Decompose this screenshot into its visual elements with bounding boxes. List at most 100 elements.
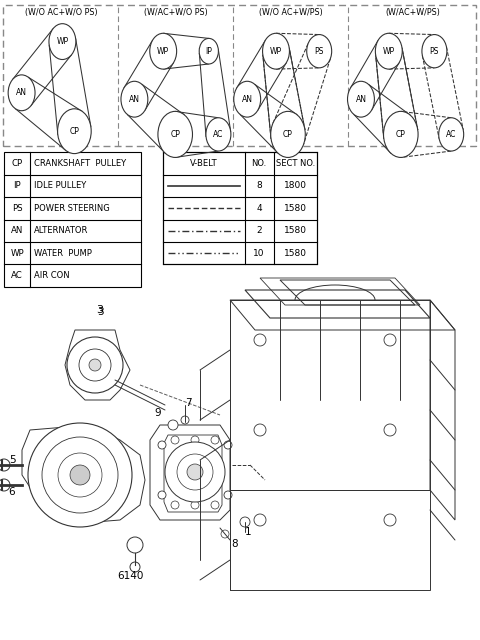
Circle shape (0, 459, 10, 471)
Text: 1580: 1580 (284, 226, 307, 236)
Circle shape (254, 334, 266, 346)
Circle shape (439, 118, 464, 151)
Circle shape (348, 81, 374, 117)
Text: PS: PS (12, 204, 23, 213)
Circle shape (150, 33, 177, 69)
Text: 5: 5 (9, 455, 15, 465)
Text: 6140: 6140 (117, 571, 143, 581)
Text: 1: 1 (245, 527, 252, 537)
Circle shape (384, 424, 396, 436)
Circle shape (384, 514, 396, 526)
Bar (4, 152, 141, 287)
Circle shape (234, 81, 261, 117)
Circle shape (384, 334, 396, 346)
Text: PS: PS (314, 47, 324, 56)
Circle shape (240, 517, 250, 527)
Text: WATER  PUMP: WATER PUMP (34, 248, 92, 258)
Text: 3: 3 (96, 307, 103, 317)
Circle shape (79, 349, 111, 381)
Circle shape (171, 501, 179, 509)
Text: 7: 7 (185, 398, 192, 408)
Circle shape (422, 35, 447, 68)
Circle shape (127, 537, 143, 553)
Text: (W/O AC+W/O PS): (W/O AC+W/O PS) (24, 8, 97, 17)
Text: CP: CP (12, 159, 23, 168)
Circle shape (254, 424, 266, 436)
Circle shape (171, 436, 179, 444)
Text: AN: AN (16, 88, 27, 97)
Text: CP: CP (396, 130, 406, 139)
Text: CP: CP (283, 130, 293, 139)
Circle shape (42, 437, 118, 513)
Text: IP: IP (205, 47, 212, 56)
Circle shape (211, 501, 219, 509)
Circle shape (89, 359, 101, 371)
Text: POWER STEERING: POWER STEERING (34, 204, 110, 213)
Circle shape (58, 453, 102, 497)
Text: 1580: 1580 (284, 204, 307, 213)
Text: SECT NO.: SECT NO. (276, 159, 315, 168)
Circle shape (0, 479, 10, 491)
Text: 4: 4 (256, 204, 262, 213)
Text: WP: WP (157, 47, 169, 56)
Circle shape (165, 442, 225, 502)
Text: WP: WP (56, 37, 69, 46)
Text: NO.: NO. (252, 159, 267, 168)
Circle shape (177, 454, 213, 490)
Circle shape (168, 420, 178, 430)
Text: (W/O AC+W/PS): (W/O AC+W/PS) (260, 8, 323, 17)
Circle shape (211, 436, 219, 444)
Text: 10: 10 (253, 248, 265, 258)
Text: IP: IP (13, 181, 21, 191)
Text: WP: WP (10, 248, 24, 258)
Text: AN: AN (129, 95, 140, 104)
Text: (W/AC+W/O PS): (W/AC+W/O PS) (144, 8, 208, 17)
Circle shape (158, 111, 192, 157)
Circle shape (271, 111, 305, 157)
Circle shape (28, 423, 132, 527)
Circle shape (158, 491, 166, 499)
Text: AN: AN (11, 226, 23, 236)
Text: 3: 3 (96, 305, 104, 315)
Text: V-BELT: V-BELT (190, 159, 218, 168)
Circle shape (8, 75, 35, 111)
Circle shape (375, 33, 402, 69)
Circle shape (49, 24, 76, 60)
Circle shape (307, 35, 332, 68)
Text: 1580: 1580 (284, 248, 307, 258)
Text: IDLE PULLEY: IDLE PULLEY (34, 181, 86, 191)
Text: AN: AN (356, 95, 366, 104)
Text: ALTERNATOR: ALTERNATOR (34, 226, 88, 236)
Text: 2: 2 (256, 226, 262, 236)
Bar (163, 152, 317, 264)
Text: CP: CP (170, 130, 180, 139)
Circle shape (67, 337, 123, 393)
Circle shape (158, 441, 166, 449)
Text: 6: 6 (9, 487, 15, 497)
Circle shape (191, 501, 199, 509)
Text: AC: AC (446, 130, 456, 139)
Text: (W/AC+W/PS): (W/AC+W/PS) (385, 8, 440, 17)
Circle shape (181, 416, 189, 424)
Text: AIR CON: AIR CON (34, 271, 70, 280)
Circle shape (384, 111, 418, 157)
Text: PS: PS (430, 47, 439, 56)
Text: WP: WP (270, 47, 282, 56)
Text: AC: AC (213, 130, 224, 139)
Circle shape (206, 118, 231, 151)
Text: 8: 8 (232, 539, 238, 549)
Text: 9: 9 (155, 408, 161, 418)
Circle shape (221, 530, 229, 538)
Circle shape (263, 33, 289, 69)
Circle shape (199, 38, 218, 64)
Text: CP: CP (70, 127, 79, 136)
Circle shape (191, 436, 199, 444)
Circle shape (224, 491, 232, 499)
Text: 1800: 1800 (284, 181, 307, 191)
Circle shape (187, 464, 203, 480)
Circle shape (254, 514, 266, 526)
Text: WP: WP (383, 47, 395, 56)
Text: CRANKSHAFT  PULLEY: CRANKSHAFT PULLEY (34, 159, 126, 168)
Circle shape (58, 109, 91, 154)
Text: AC: AC (11, 271, 23, 280)
